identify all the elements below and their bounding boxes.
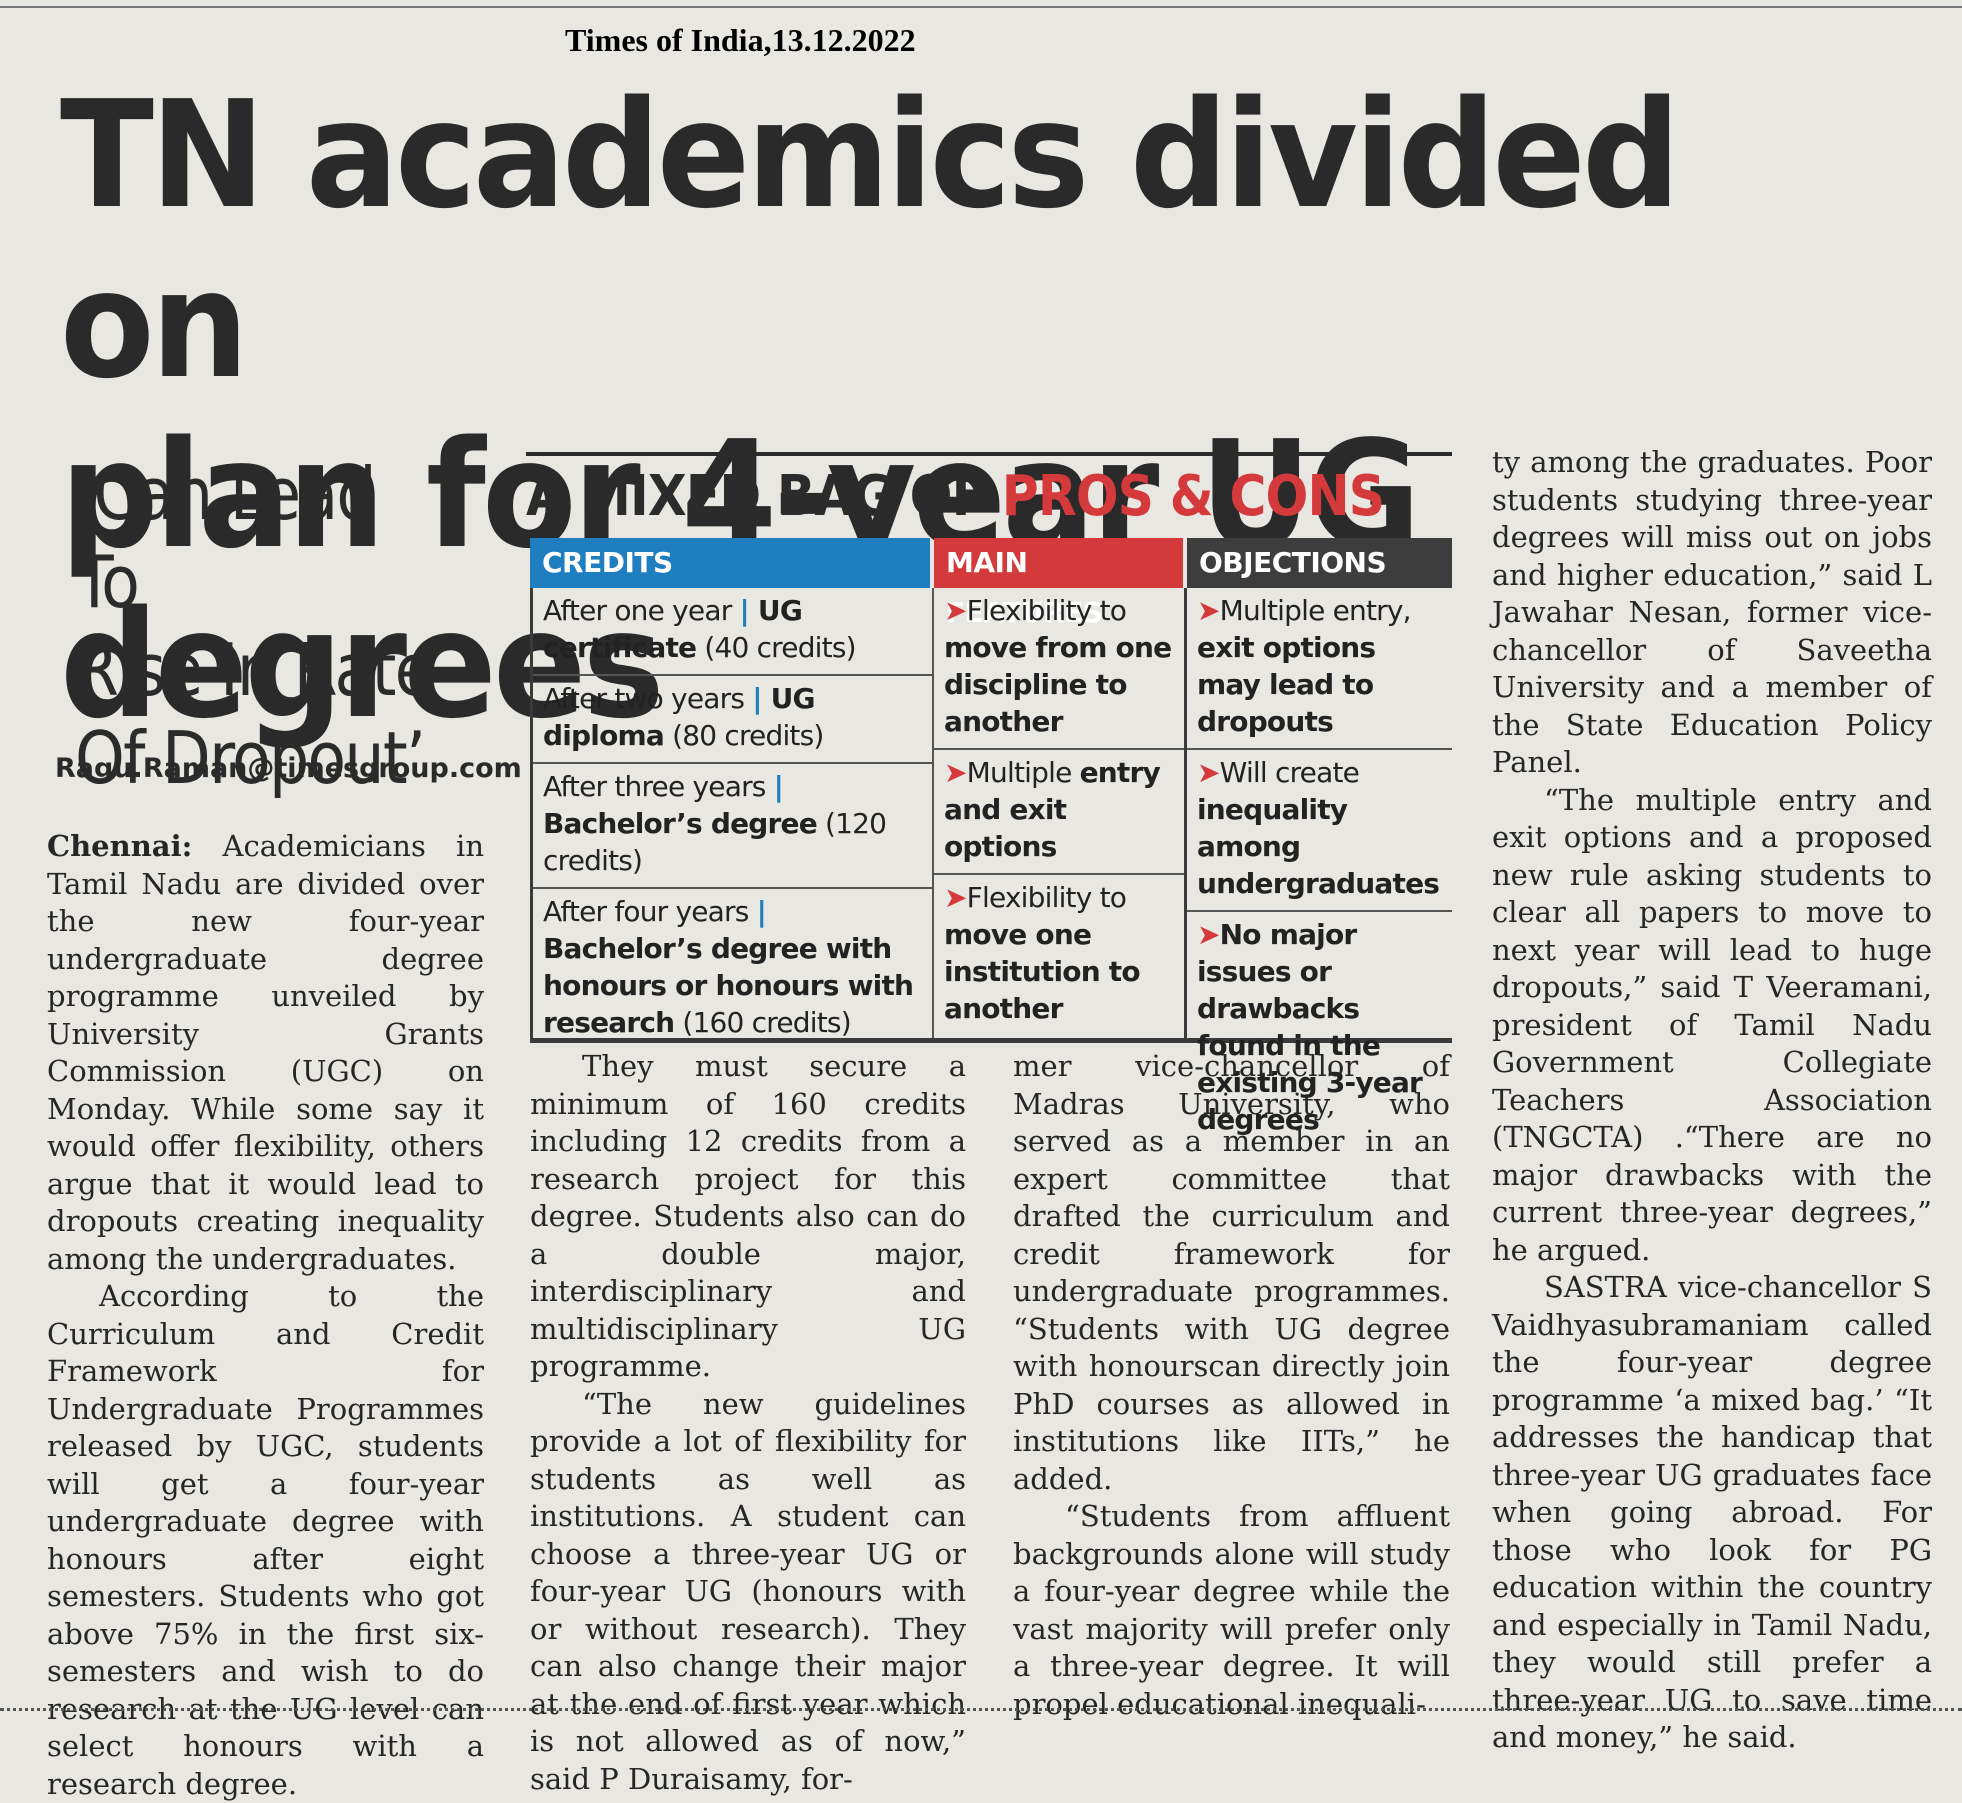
feature-item: ➤Flexibility to move from one discipline… bbox=[934, 588, 1184, 750]
subhead-line-2: Rise In Rate bbox=[75, 628, 434, 712]
credit-amount: (160 credits) bbox=[674, 1006, 851, 1039]
objection-item: ➤Multiple entry, exit options may lead t… bbox=[1187, 588, 1452, 750]
objection-bold: inequality among undergraduates bbox=[1197, 793, 1440, 900]
separator-bar: | bbox=[756, 895, 767, 928]
article-column-3: mer vice-chancellor of Madras University… bbox=[1013, 1048, 1450, 1723]
header-credits: CREDITS bbox=[530, 538, 930, 588]
arrow-icon: ➤ bbox=[1197, 594, 1220, 627]
feature-bold: entry and exit options bbox=[944, 756, 1161, 863]
subhead-line-1: ‘Can Lead To bbox=[75, 452, 377, 624]
separator-bar: | bbox=[773, 770, 784, 803]
objection-text: Multiple entry, bbox=[1219, 594, 1412, 627]
objection-item: ➤Will create inequality among undergradu… bbox=[1187, 750, 1452, 912]
feature-bold: move from one discipline to another bbox=[944, 631, 1172, 738]
bottom-dotted-rule bbox=[0, 1708, 1962, 1711]
paragraph: “The multiple entry and exit options and… bbox=[1492, 782, 1932, 1267]
arrow-icon: ➤ bbox=[944, 756, 967, 789]
credit-award: UG diploma bbox=[543, 682, 816, 752]
byline-email: Ragu.Raman@timesgroup.com bbox=[55, 753, 522, 784]
credit-award: UG certificate bbox=[543, 594, 803, 664]
paragraph: “The new guidelines provide a lot of fle… bbox=[530, 1386, 966, 1796]
feature-text: Flexibility to bbox=[966, 881, 1127, 914]
paragraph: mer vice-chancellor of Madras University… bbox=[1013, 1049, 1450, 1496]
credit-award: Bachelor’s degree bbox=[543, 807, 818, 840]
paragraph-text: Academicians in Tamil Nadu are divided o… bbox=[47, 829, 484, 1276]
paragraph: Chennai: Academicians in Tamil Nadu are … bbox=[47, 828, 484, 1278]
paragraph: “Students from affluent backgrounds alon… bbox=[1013, 1499, 1450, 1721]
objections-column: ➤Multiple entry, exit options may lead t… bbox=[1187, 588, 1452, 1136]
credit-amount: (120 credits) bbox=[543, 807, 887, 877]
article-column-2: They must secure a minimum of 160 credit… bbox=[530, 1048, 966, 1798]
box-title: A MIXED BAG OF PROS & CONS bbox=[526, 464, 1385, 529]
paragraph: According to the Curriculum and Credit F… bbox=[47, 1279, 484, 1801]
paragraph: They must secure a minimum of 160 credit… bbox=[530, 1049, 966, 1383]
separator-bar: | bbox=[752, 682, 771, 715]
arrow-icon: ➤ bbox=[944, 594, 967, 627]
credit-amount: (40 credits) bbox=[696, 631, 856, 664]
credit-period: After two years bbox=[543, 682, 753, 715]
paragraph: ty among the graduates. Poor students st… bbox=[1492, 445, 1932, 779]
objection-text: Will create bbox=[1219, 756, 1360, 789]
pros-cons-table: CREDITS MAIN FEATURES OBJECTIONS After o… bbox=[530, 538, 1452, 1136]
article-column-1: Chennai: Academicians in Tamil Nadu are … bbox=[47, 828, 484, 1803]
header-main-features: MAIN FEATURES bbox=[934, 538, 1183, 629]
dateline: Chennai: bbox=[47, 829, 193, 863]
credit-period: After one year bbox=[543, 594, 740, 627]
arrow-icon: ➤ bbox=[944, 881, 967, 914]
source-line: Times of India,13.12.2022 bbox=[565, 22, 916, 58]
credit-period: After three years bbox=[543, 770, 774, 803]
box-title-accent: PROS & CONS bbox=[1001, 464, 1385, 529]
feature-text: Flexibility to bbox=[966, 594, 1127, 627]
credit-row: After two years | UG diploma (80 credits… bbox=[533, 676, 932, 764]
objection-bold: No major issues or drawbacks found in th… bbox=[1197, 918, 1423, 1136]
subheadline: ‘Can Lead To Rise In Rate Of Dropout’ bbox=[75, 450, 445, 802]
arrow-icon: ➤ bbox=[1197, 918, 1220, 951]
article-column-4: ty among the graduates. Poor students st… bbox=[1492, 444, 1932, 1757]
feature-item: ➤Flexibility to move one institution to … bbox=[934, 875, 1184, 1035]
objection-item: ➤No major issues or drawbacks found in t… bbox=[1187, 912, 1452, 1146]
top-rule bbox=[0, 6, 1962, 8]
paragraph: SASTRA vice-chancellor S Vaidhyasubraman… bbox=[1492, 1270, 1932, 1754]
box-title-plain: A MIXED BAG OF bbox=[526, 464, 1002, 529]
credit-row: After three years | Bachelor’s degree (1… bbox=[533, 764, 932, 889]
box-top-rule bbox=[526, 452, 1452, 456]
feature-text: Multiple bbox=[966, 756, 1080, 789]
feature-item: ➤Multiple entry and exit options bbox=[934, 750, 1184, 875]
credit-row: After four years | Bachelor’s degree wit… bbox=[533, 889, 932, 1049]
credit-period: After four years bbox=[543, 895, 757, 928]
credits-column: After one year | UG certificate (40 cred… bbox=[530, 588, 934, 1039]
header-objections: OBJECTIONS bbox=[1187, 538, 1452, 588]
arrow-icon: ➤ bbox=[1197, 756, 1220, 789]
features-column: ➤Flexibility to move from one discipline… bbox=[934, 588, 1187, 1038]
credit-amount: (80 credits) bbox=[664, 719, 824, 752]
headline-line-1: TN academics divided on bbox=[60, 69, 1681, 411]
separator-bar: | bbox=[739, 594, 758, 627]
credit-row: After one year | UG certificate (40 cred… bbox=[533, 588, 932, 676]
objection-bold: exit options may lead to dropouts bbox=[1197, 631, 1376, 738]
pros-cons-box: A MIXED BAG OF PROS & CONS CREDITS MAIN … bbox=[526, 452, 1452, 1136]
credit-award: Bachelor’s degree with honours or honour… bbox=[543, 932, 914, 1039]
subhead-line-3: Of Dropout’ bbox=[75, 716, 426, 800]
feature-bold: move one institution to another bbox=[944, 918, 1141, 1025]
